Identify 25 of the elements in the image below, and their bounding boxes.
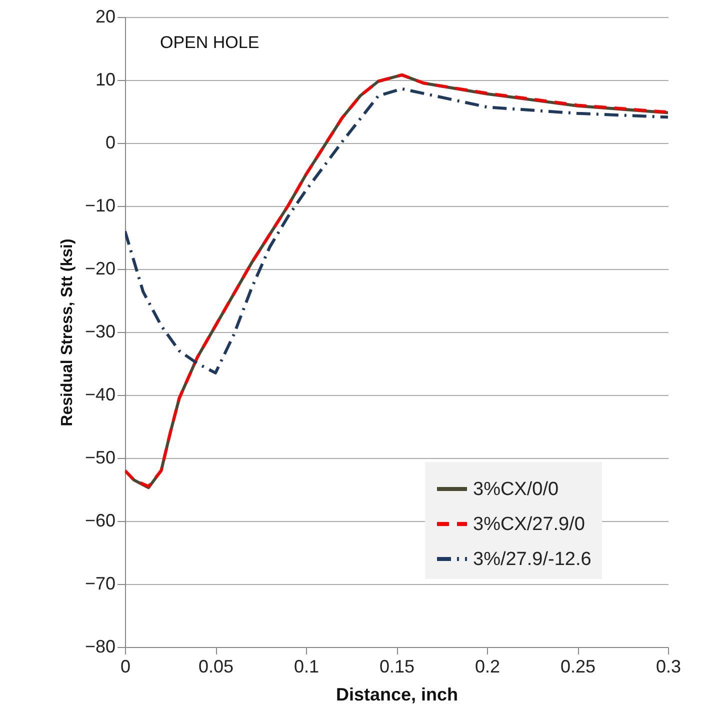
- y-tick-label: −10: [84, 196, 116, 216]
- x-tick-label: 0.05: [198, 656, 234, 676]
- annotation: OPEN HOLE: [160, 33, 260, 52]
- y-tick-label: 0: [105, 132, 116, 152]
- x-axis-title: Distance, inch: [336, 684, 458, 704]
- x-tick-label: 0.25: [560, 656, 596, 676]
- x-tick-label: 0.15: [379, 656, 415, 676]
- y-tick-label: −20: [84, 258, 116, 278]
- y-tick-label: 20: [95, 6, 116, 26]
- x-tick-label: 0: [120, 656, 131, 676]
- y-tick-label: −40: [84, 384, 116, 404]
- x-tick-label: 0.3: [656, 656, 682, 676]
- x-tick-label: 0.1: [294, 656, 320, 676]
- y-tick-label: 10: [95, 70, 116, 90]
- legend-label: 3%CX/27.9/0: [473, 514, 585, 535]
- y-tick-label: −80: [84, 636, 116, 656]
- line-series: [125, 87, 668, 374]
- y-tick-label: −50: [84, 448, 116, 468]
- legend-label: 3%/27.9/-12.6: [473, 549, 592, 570]
- legend-label: 3%CX/0/0: [473, 479, 559, 500]
- y-tick-label: −60: [84, 510, 116, 530]
- x-tick-label: 0.2: [474, 656, 500, 676]
- y-axis-title: Residual Stress, Stt (ksi): [58, 238, 76, 426]
- y-tick-label: −30: [84, 322, 116, 342]
- y-tick-label: −70: [84, 574, 116, 594]
